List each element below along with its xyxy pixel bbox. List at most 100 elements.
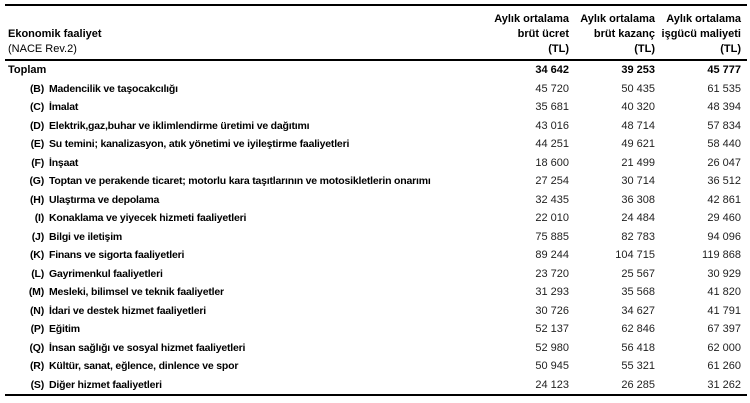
row-value-gross-wage: 52 137 xyxy=(535,323,569,336)
row-label: Su temini; kanalizasyon, atık yönetimi v… xyxy=(49,138,350,151)
row-value-labour-cost: 61 535 xyxy=(707,82,741,95)
table-row: (G) Toptan ve perakende ticaret; motorlu … xyxy=(5,172,747,191)
row-label: İnşaat xyxy=(49,156,79,169)
row-activity: (I) Konaklama ve yiyecek hizmeti faaliyet… xyxy=(5,212,484,224)
row-activity: (S) Diğer hizmet faaliyetleri xyxy=(5,379,484,391)
table-row: (I) Konaklama ve yiyecek hizmeti faaliyet… xyxy=(5,209,747,228)
row-value-gross-wage: 52 980 xyxy=(535,341,569,354)
row-value-gross-wage: 43 016 xyxy=(535,119,569,132)
row-value-gross-earnings: 50 435 xyxy=(621,82,655,95)
column-header-gross-wage: Aylık ortalama brüt ücret (TL) xyxy=(484,12,569,57)
row-value-gross-earnings: 104 715 xyxy=(615,249,655,262)
gross-earnings-header-unit: (TL) xyxy=(634,43,655,55)
gross-earnings-header-line2: brüt kazanç xyxy=(593,28,655,40)
table-row: (F) İnşaat 18 600 21 499 26 047 xyxy=(5,154,747,173)
row-value-gross-earnings: 49 621 xyxy=(621,138,655,151)
labour-cost-header-unit: (TL) xyxy=(720,43,741,55)
row-value-labour-cost: 94 096 xyxy=(707,230,741,243)
row-value-gross-earnings: 25 567 xyxy=(621,267,655,280)
row-code: (B) xyxy=(30,82,44,95)
row-label: İnsan sağlığı ve sosyal hizmet faaliyetl… xyxy=(49,341,246,354)
gross-wage-header-line2: brüt ücret xyxy=(517,28,569,40)
row-value-gross-wage: 22 010 xyxy=(535,212,569,225)
row-value-gross-wage: 27 254 xyxy=(535,175,569,188)
row-value-gross-wage: 32 435 xyxy=(535,193,569,206)
column-header-labour-cost: Aylık ortalama işgücü maliyeti (TL) xyxy=(655,12,741,57)
row-value-gross-earnings: 24 484 xyxy=(621,212,655,225)
row-activity: (B) Madencilik ve taşocakcılığı xyxy=(5,83,484,95)
row-value-gross-earnings: 40 320 xyxy=(621,101,655,114)
row-value-labour-cost: 26 047 xyxy=(707,156,741,169)
row-code: (N) xyxy=(30,304,44,317)
table-row: (J) Bilgi ve iletişim 75 885 82 783 94 096 xyxy=(5,228,747,247)
row-activity: (Q) İnsan sağlığı ve sosyal hizmet faaliy… xyxy=(5,342,484,354)
gross-wage-header-line1: Aylık ortalama xyxy=(494,13,569,25)
column-header-economic-activity: Ekonomik faaliyet (NACE Rev.2) xyxy=(5,27,484,57)
row-label: Eğitim xyxy=(49,323,80,336)
row-value-gross-wage: 45 720 xyxy=(535,82,569,95)
table-row: (D) Elektrik,gaz,buhar ve iklimlendirme ü… xyxy=(5,117,747,136)
row-value-labour-cost: 36 512 xyxy=(707,175,741,188)
row-label: Diğer hizmet faaliyetleri xyxy=(49,378,162,391)
row-value-gross-earnings: 34 627 xyxy=(621,304,655,317)
table-row: (Q) İnsan sağlığı ve sosyal hizmet faaliy… xyxy=(5,339,747,358)
table-row: (K) Finans ve sigorta faaliyetleri 89 244 1… xyxy=(5,246,747,265)
row-value-labour-cost: 42 861 xyxy=(707,193,741,206)
row-activity: (L) Gayrimenkul faaliyetleri xyxy=(5,268,484,280)
total-gross-earnings-value: 39 253 xyxy=(621,64,655,77)
gross-earnings-header-line1: Aylık ortalama xyxy=(580,13,655,25)
table-row: (S) Diğer hizmet faaliyetleri 24 123 26 285… xyxy=(5,376,747,395)
table-row: (E) Su temini; kanalizasyon, atık yönetim… xyxy=(5,135,747,154)
total-labour-cost-value: 45 777 xyxy=(707,64,741,77)
row-activity: (M) Mesleki, bilimsel ve teknik faaliyetl… xyxy=(5,286,484,298)
row-activity: (P) Eğitim xyxy=(5,323,484,335)
row-value-gross-wage: 30 726 xyxy=(535,304,569,317)
table-row: (M) Mesleki, bilimsel ve teknik faaliyetl… xyxy=(5,283,747,302)
row-code: (F) xyxy=(31,156,44,169)
row-label: İmalat xyxy=(49,101,79,114)
row-value-gross-wage: 24 123 xyxy=(535,378,569,391)
row-label: İdari ve destek hizmet faaliyetleri xyxy=(49,304,206,317)
table-row: (B) Madencilik ve taşocakcılığı 45 720 50 4… xyxy=(5,80,747,99)
table-body: (B) Madencilik ve taşocakcılığı 45 720 50 4… xyxy=(5,80,747,395)
table-header-row: Ekonomik faaliyet (NACE Rev.2) Aylık ort… xyxy=(5,6,747,61)
row-code: (R) xyxy=(30,360,44,373)
row-value-labour-cost: 67 397 xyxy=(707,323,741,336)
row-activity: (R) Kültür, sanat, eğlence, dinlence ve s… xyxy=(5,360,484,372)
row-label-total: Toplam xyxy=(8,64,47,77)
row-value-labour-cost: 62 000 xyxy=(707,341,741,354)
row-code: (L) xyxy=(31,267,44,280)
table-row: (C) İmalat 35 681 40 320 48 394 xyxy=(5,98,747,117)
row-code: (E) xyxy=(30,138,45,151)
row-value-gross-wage: 75 885 xyxy=(535,230,569,243)
row-code: (M) xyxy=(28,286,44,299)
row-value-gross-earnings: 26 285 xyxy=(621,378,655,391)
row-value-gross-wage: 35 681 xyxy=(535,101,569,114)
row-activity: (D) Elektrik,gaz,buhar ve iklimlendirme ü… xyxy=(5,120,484,132)
table-row-total: Toplam 34 642 39 253 45 777 xyxy=(5,61,747,80)
row-label: Gayrimenkul faaliyetleri xyxy=(49,267,163,280)
row-value-gross-earnings: 48 714 xyxy=(621,119,655,132)
row-value-labour-cost: 29 460 xyxy=(707,212,741,225)
row-value-labour-cost: 119 868 xyxy=(702,249,741,262)
row-value-labour-cost: 30 929 xyxy=(707,267,741,280)
row-value-gross-earnings: 35 568 xyxy=(621,286,655,299)
table-row: (P) Eğitim 52 137 62 846 67 397 xyxy=(5,320,747,339)
column-header-gross-earnings: Aylık ortalama brüt kazanç (TL) xyxy=(569,12,655,57)
row-label: Kültür, sanat, eğlence, dinlence ve spor xyxy=(49,360,239,373)
row-value-gross-wage: 23 720 xyxy=(535,267,569,280)
row-code: (Q) xyxy=(29,341,44,354)
row-label: Toptan ve perakende ticaret; motorlu kar… xyxy=(49,175,431,188)
row-code: (P) xyxy=(30,323,45,336)
row-code: (D) xyxy=(30,119,44,132)
row-code: (H) xyxy=(30,193,44,206)
table-row: (N) İdari ve destek hizmet faaliyetleri 30… xyxy=(5,302,747,321)
row-value-labour-cost: 48 394 xyxy=(707,101,741,114)
row-code: (G) xyxy=(29,175,44,188)
nace-rev2-subtitle: (NACE Rev.2) xyxy=(8,43,77,55)
row-value-gross-earnings: 55 321 xyxy=(621,360,655,373)
row-activity: (G) Toptan ve perakende ticaret; motorlu … xyxy=(5,175,484,187)
row-activity: (N) İdari ve destek hizmet faaliyetleri xyxy=(5,305,484,317)
row-activity: (K) Finans ve sigorta faaliyetleri xyxy=(5,249,484,261)
row-value-gross-wage: 44 251 xyxy=(535,138,569,151)
